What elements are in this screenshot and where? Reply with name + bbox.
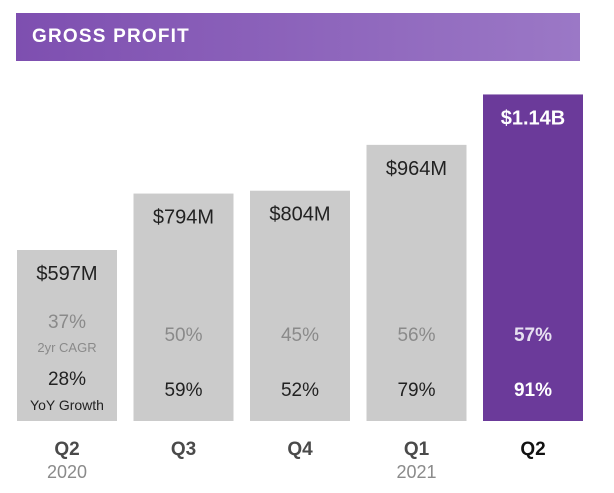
period-label: Q2	[54, 439, 79, 460]
year-label: 2021	[396, 462, 436, 482]
bar-value-label: $794M	[153, 207, 214, 229]
bar-3	[250, 190, 350, 421]
period-label: Q2	[520, 439, 545, 460]
yoy-value: 91%	[514, 380, 552, 401]
yoy-caption: YoY Growth	[30, 397, 104, 413]
cagr-value: 57%	[514, 325, 552, 346]
yoy-value: 28%	[48, 369, 86, 390]
yoy-value: 59%	[164, 380, 202, 401]
bar-5	[483, 94, 583, 421]
year-label: 2020	[47, 462, 87, 482]
chart-title: GROSS PROFIT	[32, 26, 190, 47]
bar-2	[133, 193, 234, 421]
bar-value-label: $597M	[36, 263, 97, 285]
cagr-value: 50%	[164, 325, 202, 346]
cagr-value: 56%	[397, 325, 435, 346]
bar-value-label: $804M	[269, 204, 330, 226]
yoy-value: 52%	[281, 380, 319, 401]
bar-value-label: $964M	[386, 158, 447, 180]
yoy-value: 79%	[397, 380, 435, 401]
cagr-caption: 2yr CAGR	[37, 340, 96, 355]
period-label: Q1	[404, 439, 430, 460]
period-label: Q3	[171, 439, 196, 460]
period-label: Q4	[287, 439, 313, 460]
cagr-value: 37%	[48, 312, 86, 333]
chart-title-banner: GROSS PROFIT	[16, 13, 580, 61]
cagr-value: 45%	[281, 325, 319, 346]
bar-4	[366, 144, 467, 421]
bar-value-label: $1.14B	[501, 107, 566, 129]
bar-1	[17, 249, 117, 421]
